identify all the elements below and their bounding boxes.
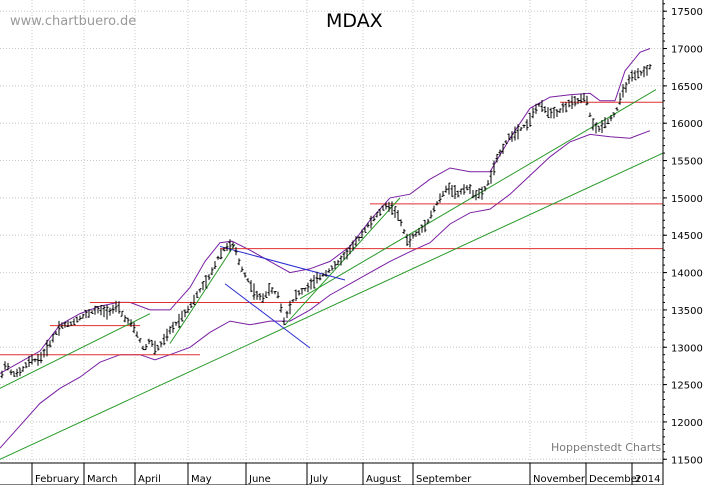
y-tick-label: 15000 bbox=[671, 194, 703, 205]
y-tick-label: 16000 bbox=[671, 119, 703, 130]
trend-line bbox=[299, 89, 657, 300]
x-tick-label: June bbox=[248, 474, 271, 485]
trend-line bbox=[169, 243, 236, 344]
x-tick-label: February bbox=[35, 474, 79, 485]
source-label: Hoppenstedt Charts bbox=[551, 441, 662, 454]
y-tick-label: 13000 bbox=[671, 343, 703, 354]
x-tick-label: May bbox=[191, 474, 212, 485]
trend-line bbox=[0, 313, 151, 389]
x-tick-label: December bbox=[589, 474, 642, 485]
upper-band bbox=[0, 48, 651, 374]
annotation-lines bbox=[0, 89, 664, 460]
y-tick-label: 15500 bbox=[671, 157, 703, 168]
x-tick-label: 2014 bbox=[635, 474, 660, 485]
x-tick-label: March bbox=[87, 474, 117, 485]
x-tick-label: September bbox=[416, 474, 472, 485]
y-tick-label: 12500 bbox=[671, 381, 703, 392]
lower-band bbox=[0, 130, 651, 449]
y-tick-label: 12000 bbox=[671, 418, 703, 429]
channel-line bbox=[224, 283, 311, 349]
y-tick-label: 17000 bbox=[671, 45, 703, 56]
trend-line bbox=[284, 197, 401, 326]
x-tick-label: April bbox=[138, 474, 161, 485]
y-tick-label: 16500 bbox=[671, 82, 703, 93]
watermark-text: www.chartbuero.de bbox=[10, 14, 137, 29]
y-tick-label: 11500 bbox=[671, 455, 703, 466]
chart-title: MDAX bbox=[326, 10, 383, 32]
y-tick-label: 14500 bbox=[671, 231, 703, 242]
y-tick-label: 13500 bbox=[671, 306, 703, 317]
trend-line bbox=[0, 152, 664, 460]
price-bars bbox=[0, 64, 652, 379]
axes: 11500 12000 12500 13000 13500 14000 14500 15000… bbox=[0, 0, 703, 485]
grid-lines bbox=[0, 0, 663, 463]
y-tick-label: 14000 bbox=[671, 269, 703, 280]
x-tick-label: July bbox=[309, 474, 328, 485]
y-tick-label: 17500 bbox=[671, 7, 703, 18]
x-tick-label: November bbox=[533, 474, 586, 485]
x-tick-label: August bbox=[366, 474, 401, 485]
